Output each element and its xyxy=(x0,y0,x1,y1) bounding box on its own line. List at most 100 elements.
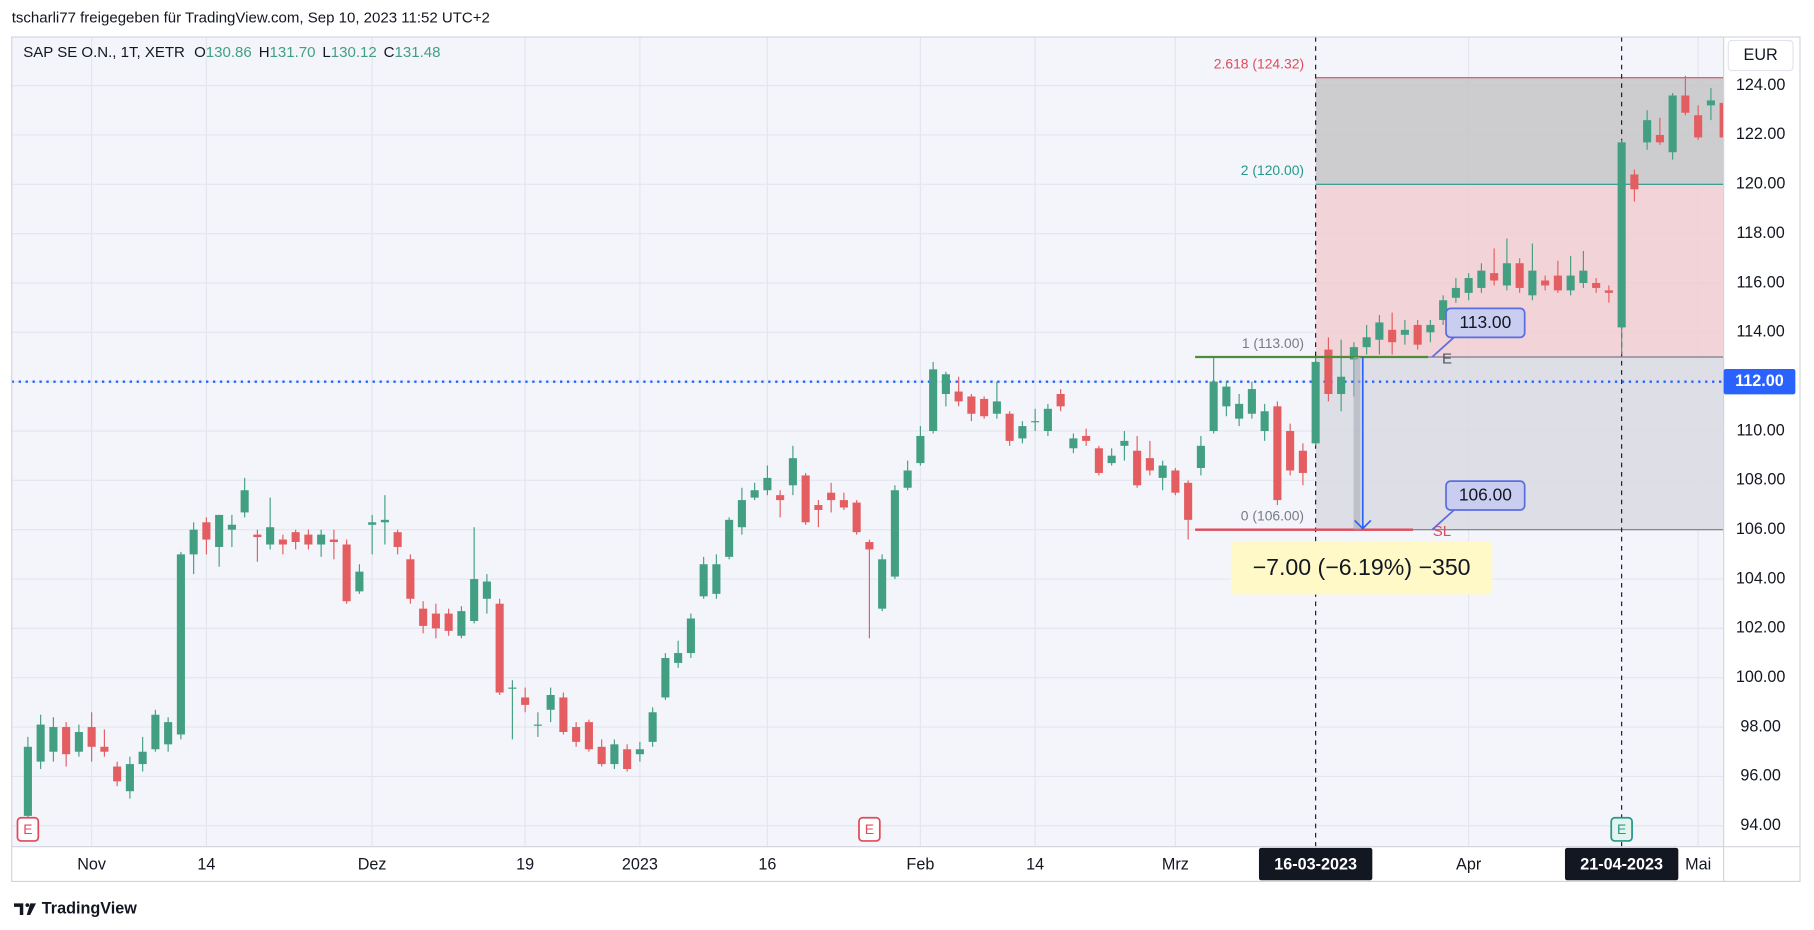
candle-body xyxy=(916,435,925,464)
candle-body xyxy=(776,495,785,501)
candle-body xyxy=(1655,134,1664,143)
candle-body xyxy=(699,564,708,597)
candle-body xyxy=(62,727,71,755)
entry-tag: E xyxy=(1442,350,1452,367)
x-tick-label: 14 xyxy=(1026,856,1044,874)
candle-body xyxy=(903,470,912,488)
candle-body xyxy=(712,564,721,594)
ohlc-key: H xyxy=(259,44,270,61)
symbol: SAP SE O.N., 1T, XETR xyxy=(23,44,185,61)
candle-body xyxy=(1158,465,1167,478)
stop-tag: SL xyxy=(1433,523,1451,540)
earnings-marker xyxy=(858,816,881,842)
candle-body xyxy=(1694,115,1703,138)
candle-body xyxy=(1260,411,1269,432)
candle-body xyxy=(521,697,530,705)
earnings-label: E xyxy=(1617,821,1626,837)
x-tick-label: Mai xyxy=(1685,856,1711,874)
label-connector xyxy=(1431,335,1456,358)
candle-body xyxy=(1094,448,1103,473)
candle-body xyxy=(1515,263,1524,288)
x-tick-label: 2023 xyxy=(622,856,658,874)
candle-body xyxy=(317,534,326,545)
candle-body xyxy=(1311,361,1320,444)
y-tick-label: 94.00 xyxy=(1740,816,1781,834)
y-tick-label: 108.00 xyxy=(1736,471,1786,489)
candle-body xyxy=(368,522,377,525)
ohlc-value: 131.48 xyxy=(395,44,441,61)
highlighted-date: 16-03-2023 xyxy=(1274,856,1357,874)
candle-body xyxy=(1388,329,1397,343)
y-tick-label: 124.00 xyxy=(1736,76,1786,94)
candle-body xyxy=(546,694,555,710)
ohlc-value: 130.12 xyxy=(331,44,377,61)
candle-body xyxy=(1439,300,1448,320)
candle-body xyxy=(737,500,746,528)
price-label: 106.00 xyxy=(1459,485,1512,505)
candle-body xyxy=(23,746,32,816)
candle-body xyxy=(125,764,134,792)
current-price-box xyxy=(1723,368,1796,395)
y-tick-label: 122.00 xyxy=(1736,125,1786,143)
candle-body xyxy=(1145,458,1154,471)
currency: EUR xyxy=(1744,46,1778,64)
x-tick-label: Nov xyxy=(77,856,107,874)
measure-label: −7.00 (−6.19%) −350 xyxy=(1253,554,1471,580)
x-tick-label: Mrz xyxy=(1162,856,1189,874)
candle-body xyxy=(1069,438,1078,449)
candle-body xyxy=(1324,349,1333,395)
current-price-label: 112.00 xyxy=(1735,372,1784,390)
candle-body xyxy=(113,766,122,782)
legend: SAP SE O.N., 1T, XETR O130.86 H131.70 L130.… xyxy=(23,44,440,61)
candle-body xyxy=(852,502,861,533)
brand: TradingView xyxy=(42,899,137,917)
candle-body xyxy=(1490,273,1499,281)
candle-body xyxy=(788,458,797,486)
candle-body xyxy=(457,611,466,636)
x-tick-label: 19 xyxy=(516,856,534,874)
candle-body xyxy=(1043,408,1052,432)
earnings-marker xyxy=(16,816,40,842)
candle-body xyxy=(1400,329,1409,335)
candle-body xyxy=(1592,282,1601,288)
candle-body xyxy=(635,749,644,755)
candle-body xyxy=(1196,445,1205,469)
candle-body xyxy=(278,539,287,545)
y-tick-label: 120.00 xyxy=(1736,175,1786,193)
candle-body xyxy=(470,579,479,621)
candle-body xyxy=(253,534,262,538)
candle-body xyxy=(1643,120,1652,143)
candle-body xyxy=(954,391,963,402)
label-connector xyxy=(1431,508,1456,531)
candle-body xyxy=(1451,287,1460,298)
highlighted-date: 21-04-2023 xyxy=(1580,856,1663,874)
ohlc-key: C xyxy=(384,44,395,61)
candle-body xyxy=(74,731,83,752)
candle-body xyxy=(1018,426,1027,439)
candle-body xyxy=(189,529,198,555)
y-tick-label: 116.00 xyxy=(1737,273,1785,291)
candle-body xyxy=(584,722,593,750)
candle-body xyxy=(1566,275,1575,291)
candle-body xyxy=(1171,470,1180,493)
logo-shape xyxy=(25,903,30,907)
price-label-box xyxy=(1445,480,1526,511)
y-tick-label: 110.00 xyxy=(1737,421,1785,439)
candle-body xyxy=(559,697,568,732)
candle-body xyxy=(1668,95,1677,153)
candle-body xyxy=(304,534,313,545)
candle-body xyxy=(750,490,759,498)
candle-body xyxy=(393,532,402,547)
candle-body xyxy=(1426,324,1435,333)
candle-body xyxy=(1298,450,1307,473)
candle-body xyxy=(1528,270,1537,296)
candle-body xyxy=(1107,455,1116,464)
share-line: tscharli77 freigegeben für TradingView.c… xyxy=(12,9,490,26)
candle-body xyxy=(763,477,772,491)
ohlc-key: L xyxy=(322,44,330,61)
brand-logo xyxy=(14,903,36,915)
candle-body xyxy=(1349,347,1358,360)
y-tick-label: 98.00 xyxy=(1740,717,1781,735)
frame xyxy=(11,36,1801,882)
candle-body xyxy=(623,749,632,770)
